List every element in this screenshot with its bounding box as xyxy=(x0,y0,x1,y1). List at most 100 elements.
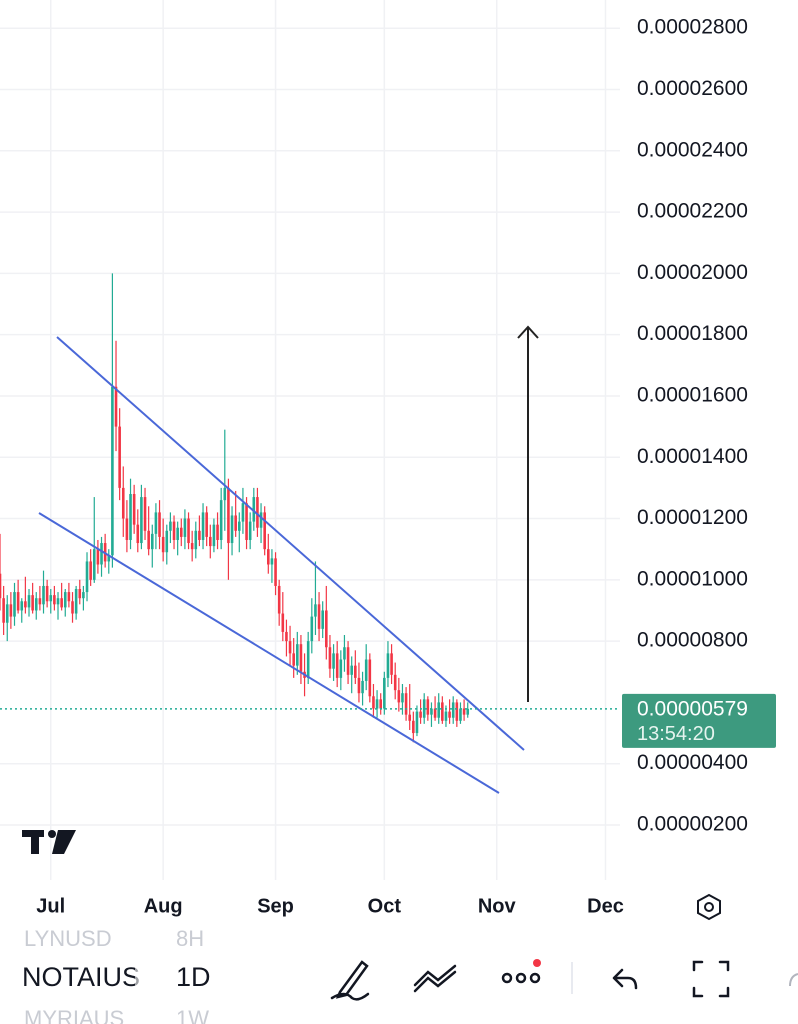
axes: 0.00002800 0.00002600 0.00002400 0.00002200… xyxy=(0,16,776,917)
y-tick-label: 0.00000200 xyxy=(637,813,748,836)
candle-body xyxy=(67,592,71,602)
candle-body xyxy=(13,592,16,617)
candle-body xyxy=(92,549,96,580)
candle-body xyxy=(241,503,245,522)
candle-body xyxy=(379,699,383,709)
candle-body xyxy=(71,601,74,614)
candle-body xyxy=(16,592,20,611)
candle-body xyxy=(372,696,375,709)
candle-body xyxy=(132,494,136,525)
candle-body xyxy=(296,644,299,666)
candle-body xyxy=(401,693,404,703)
candle-body xyxy=(285,631,288,642)
candle-body xyxy=(288,641,292,654)
y-tick-label: 0.00001000 xyxy=(637,567,748,590)
candle-body xyxy=(466,708,470,715)
candle-body xyxy=(462,708,466,715)
interval[interactable]: 8H xyxy=(176,926,204,951)
candle-body xyxy=(321,610,324,629)
y-tick-label: 0.00000400 xyxy=(637,751,748,774)
candle-body xyxy=(274,558,277,586)
candle-body xyxy=(198,530,201,540)
symbol[interactable]: MYRIAUS xyxy=(24,1006,124,1024)
y-tick-label: 0.00001600 xyxy=(637,383,748,406)
symbol[interactable]: NOTAIUS xyxy=(22,962,140,992)
interval[interactable]: 1W xyxy=(176,1006,209,1024)
candle-body xyxy=(459,708,462,721)
candle-body xyxy=(368,659,372,697)
more-icon xyxy=(789,973,798,987)
candle-body xyxy=(121,487,125,519)
candle-body xyxy=(74,589,78,614)
draw-button[interactable] xyxy=(330,960,370,1001)
candle-body xyxy=(245,503,248,540)
candle-body xyxy=(125,518,129,540)
candle-body xyxy=(2,598,5,623)
candle-body xyxy=(147,530,150,550)
candle-body xyxy=(158,512,161,537)
candle-body xyxy=(31,595,34,611)
candle-body xyxy=(455,702,459,721)
candle-body xyxy=(339,659,343,678)
drawings-button[interactable] xyxy=(413,964,457,993)
arrow-head xyxy=(517,325,539,339)
trend-line xyxy=(38,512,500,794)
x-tick-label: Oct xyxy=(368,895,402,917)
candle-body xyxy=(422,699,426,718)
candle-body xyxy=(219,500,223,540)
candle-body xyxy=(107,555,111,562)
trend-line xyxy=(56,336,525,751)
candle-body xyxy=(277,585,281,614)
grid xyxy=(0,0,620,880)
candle-body xyxy=(281,613,285,632)
candle-body xyxy=(78,589,82,599)
candle-body xyxy=(299,644,303,672)
candle-body xyxy=(386,653,390,678)
more-button[interactable] xyxy=(501,972,541,984)
y-tick-label: 0.00000800 xyxy=(637,629,748,652)
candle-body xyxy=(354,665,357,678)
y-tick-label: 0.00001800 xyxy=(637,322,748,345)
candle-body xyxy=(259,512,263,528)
candle-body xyxy=(118,426,121,488)
candle-body xyxy=(111,386,114,556)
candle-body xyxy=(237,521,241,531)
candle-body xyxy=(350,665,353,675)
settings-button[interactable] xyxy=(697,893,721,921)
candle-body xyxy=(223,487,227,501)
fade xyxy=(135,925,160,1024)
candle-body xyxy=(96,549,100,565)
candle-body xyxy=(49,595,53,602)
symbol[interactable]: LYNUSD xyxy=(24,926,112,951)
candle-body xyxy=(179,527,183,537)
candle-body xyxy=(136,524,140,544)
y-tick-label: 0.00001200 xyxy=(637,506,748,529)
x-tick-label: Aug xyxy=(144,895,183,917)
candle-body xyxy=(161,536,165,553)
interval[interactable]: 1D xyxy=(176,962,211,992)
candle-body xyxy=(5,604,9,623)
candle-body xyxy=(176,527,179,540)
candle-body xyxy=(430,708,433,715)
candle-body xyxy=(267,549,270,565)
candle-body xyxy=(292,653,295,666)
candle-body xyxy=(263,512,266,550)
settings-icon xyxy=(704,902,714,912)
candle-body xyxy=(390,653,393,675)
y-tick-label: 0.00002600 xyxy=(637,77,748,100)
y-tick-label: 0.00002400 xyxy=(637,138,748,161)
candle-body xyxy=(100,543,103,565)
candle-body xyxy=(383,677,386,709)
candle-body xyxy=(332,653,335,669)
candle-body xyxy=(212,524,216,547)
candle-body xyxy=(419,711,422,718)
candle-body xyxy=(63,592,67,608)
x-tick-label: Jul xyxy=(36,895,65,917)
candle-body xyxy=(248,521,252,540)
notification-dot xyxy=(533,959,541,967)
fullscreen-button[interactable] xyxy=(692,960,730,998)
undo-button[interactable] xyxy=(612,968,638,990)
candle-body xyxy=(114,386,118,427)
candle-body xyxy=(230,515,234,544)
